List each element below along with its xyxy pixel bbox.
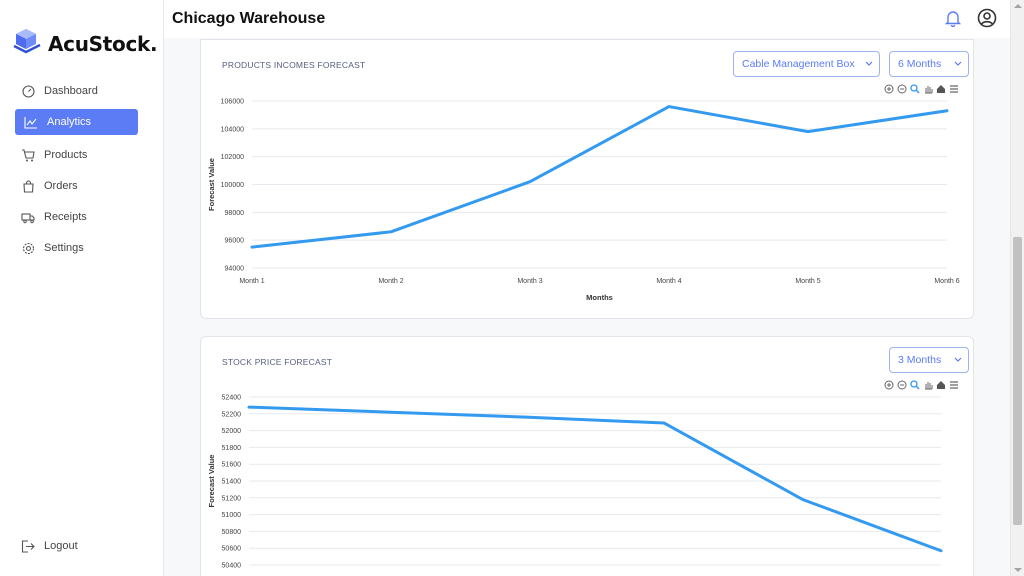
zoom-out-icon[interactable] xyxy=(896,379,907,390)
chevron-down-icon xyxy=(865,61,873,66)
product-select[interactable]: Cable Management Box xyxy=(733,51,880,77)
logo-text: AcuStock. xyxy=(48,31,158,56)
zoom-out-icon[interactable] xyxy=(896,83,907,94)
topbar: Chicago Warehouse xyxy=(164,0,1010,38)
x-tick-label: Month 5 xyxy=(795,278,820,285)
sidebar-item-label: Settings xyxy=(44,242,84,254)
logo-icon xyxy=(12,27,42,60)
x-axis-label: Months xyxy=(586,293,613,302)
income-forecast-chart: 94000 96000 98000 100000 102000 104000 106000 M… xyxy=(207,99,960,303)
y-axis-label: Forecast Value xyxy=(207,455,216,508)
chevron-down-icon xyxy=(954,61,962,66)
y-tick-label: 106000 xyxy=(221,99,244,106)
cart-icon xyxy=(21,148,35,162)
period-select[interactable]: 3 Months xyxy=(889,347,969,373)
y-tick-label: 52200 xyxy=(222,411,242,418)
sidebar: AcuStock. Dashboard Analytics Products O… xyxy=(0,0,164,576)
y-tick-label: 51400 xyxy=(222,479,242,486)
sidebar-item-analytics[interactable]: Analytics xyxy=(15,109,138,135)
y-tick-label: 50800 xyxy=(222,529,242,536)
sidebar-item-label: Receipts xyxy=(44,211,87,223)
scroll-up-arrow-icon[interactable] xyxy=(1014,4,1022,8)
y-tick-label: 98000 xyxy=(225,210,245,217)
sidebar-item-products[interactable]: Products xyxy=(15,142,145,168)
main-content: PRODUCTS INCOMES FORECAST Cable Manageme… xyxy=(164,38,1010,576)
y-tick-label: 52000 xyxy=(222,428,242,435)
menu-icon[interactable] xyxy=(948,379,959,390)
y-tick-label: 50600 xyxy=(222,546,242,553)
page-title: Chicago Warehouse xyxy=(172,10,326,27)
sidebar-item-label: Products xyxy=(44,149,88,161)
y-tick-label: 51200 xyxy=(222,495,242,502)
stock-forecast-card: STOCK PRICE FORECAST 3 Months 50400 50600… xyxy=(200,336,974,576)
chevron-down-icon xyxy=(954,357,962,362)
zoom-select-icon[interactable] xyxy=(909,83,920,94)
y-axis-label: Forecast Value xyxy=(207,158,216,211)
y-tick-label: 104000 xyxy=(221,126,244,133)
income-forecast-card: PRODUCTS INCOMES FORECAST Cable Manageme… xyxy=(200,39,974,319)
logout-label: Logout xyxy=(44,540,78,552)
sidebar-item-dashboard[interactable]: Dashboard xyxy=(15,78,145,104)
stock-forecast-chart: 50400 50600 50800 51000 51200 51400 51600 51800… xyxy=(207,395,943,570)
chart-toolbar xyxy=(881,83,959,94)
y-tick-label: 100000 xyxy=(221,182,244,189)
sidebar-item-receipts[interactable]: Receipts xyxy=(15,204,145,230)
logo[interactable]: AcuStock. xyxy=(12,27,158,60)
sidebar-item-settings[interactable]: Settings xyxy=(15,235,145,261)
sidebar-nav: Dashboard Analytics Products Orders Rece… xyxy=(15,78,145,266)
x-tick-label: Month 4 xyxy=(656,278,681,285)
account-icon[interactable] xyxy=(977,8,997,28)
sidebar-item-orders[interactable]: Orders xyxy=(15,173,145,199)
home-reset-icon[interactable] xyxy=(935,379,946,390)
x-tick-label: Month 3 xyxy=(517,278,542,285)
x-tick-label: Month 6 xyxy=(934,278,959,285)
period-select[interactable]: 6 Months xyxy=(889,51,969,77)
x-tick-label: Month 1 xyxy=(239,278,264,285)
card-title: STOCK PRICE FORECAST xyxy=(222,357,333,367)
sidebar-item-label: Analytics xyxy=(47,116,92,128)
period-select-value: 3 Months xyxy=(898,354,942,366)
home-reset-icon[interactable] xyxy=(935,83,946,94)
bag-icon xyxy=(21,179,35,193)
chart-toolbar xyxy=(881,379,959,390)
bell-icon[interactable] xyxy=(944,9,962,28)
truck-icon xyxy=(21,210,35,224)
logout-icon xyxy=(21,539,35,553)
y-tick-label: 94000 xyxy=(225,266,245,273)
scroll-down-arrow-icon[interactable] xyxy=(1014,568,1022,572)
y-tick-label: 51800 xyxy=(222,445,242,452)
pan-hand-icon[interactable] xyxy=(922,379,933,390)
y-tick-label: 96000 xyxy=(225,238,245,245)
series-line xyxy=(247,405,943,553)
zoom-in-icon[interactable] xyxy=(883,83,894,94)
y-tick-label: 50400 xyxy=(222,563,242,570)
x-tick-label: Month 2 xyxy=(378,278,403,285)
scroll-thumb[interactable] xyxy=(1013,237,1022,525)
product-select-value: Cable Management Box xyxy=(742,58,855,70)
logout-button[interactable]: Logout xyxy=(21,539,78,553)
dashboard-icon xyxy=(21,84,35,98)
y-tick-label: 102000 xyxy=(221,154,244,161)
sidebar-item-label: Orders xyxy=(44,180,78,192)
y-tick-label: 52400 xyxy=(222,395,242,402)
zoom-in-icon[interactable] xyxy=(883,379,894,390)
series-line xyxy=(250,105,949,249)
card-title: PRODUCTS INCOMES FORECAST xyxy=(222,60,366,70)
gear-icon xyxy=(21,241,35,255)
period-select-value: 6 Months xyxy=(898,58,942,70)
analytics-icon xyxy=(24,115,38,129)
page-scrollbar[interactable] xyxy=(1010,0,1024,576)
y-tick-label: 51000 xyxy=(222,512,242,519)
menu-icon[interactable] xyxy=(948,83,959,94)
pan-hand-icon[interactable] xyxy=(922,83,933,94)
y-tick-label: 51600 xyxy=(222,462,242,469)
sidebar-item-label: Dashboard xyxy=(44,85,98,97)
zoom-select-icon[interactable] xyxy=(909,379,920,390)
